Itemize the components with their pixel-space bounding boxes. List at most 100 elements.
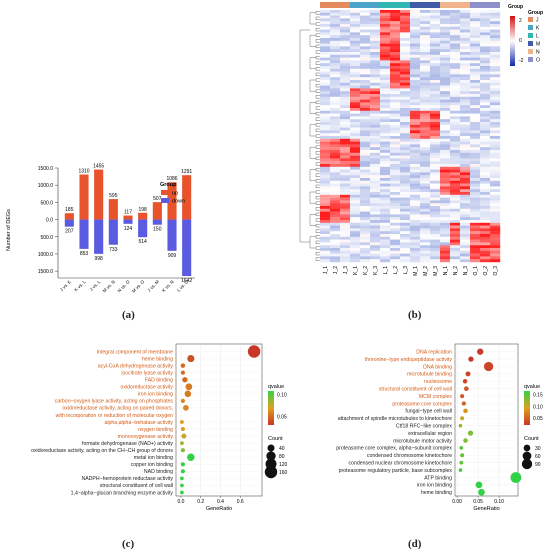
heatmap-cell	[470, 21, 481, 25]
heatmap-cell	[490, 169, 501, 173]
heatmap-cell	[370, 211, 381, 215]
heatmap-cell	[350, 82, 361, 86]
heatmap-cell	[420, 155, 431, 159]
heatmap-cell	[330, 214, 341, 218]
heatmap-cell	[340, 46, 351, 50]
heatmap-cell	[470, 253, 481, 257]
heatmap-cell	[350, 197, 361, 201]
heatmap-cell	[350, 192, 361, 195]
heatmap-cell	[480, 217, 491, 221]
heatmap-cell	[430, 80, 441, 83]
heatmap-cell	[320, 18, 331, 22]
heatmap-cell	[360, 158, 371, 162]
heatmap-cell	[330, 166, 341, 170]
heatmap-cell	[400, 144, 411, 148]
heatmap-cell	[470, 217, 481, 221]
heatmap-cell	[320, 10, 331, 13]
heatmap-cell	[320, 141, 331, 145]
heatmap-cell	[470, 18, 481, 22]
heatmap-cell	[420, 29, 431, 33]
heatmap-cell	[330, 178, 341, 181]
heatmap-cell	[380, 60, 391, 64]
heatmap-cell	[450, 43, 461, 47]
heatmap-cell	[340, 99, 351, 103]
heatmap-cell	[470, 124, 481, 128]
heatmap-cell	[320, 259, 331, 263]
heatmap-cell	[330, 206, 341, 209]
heatmap-cell	[440, 82, 451, 86]
heatmap-cell	[460, 211, 471, 215]
legend-swatch-up	[161, 190, 169, 195]
heatmap-cell	[400, 172, 411, 176]
heatmap-cell	[390, 99, 401, 103]
heatmap-cell	[380, 152, 391, 156]
heatmap-cell	[400, 141, 411, 145]
heatmap-cell	[390, 256, 401, 260]
heatmap-cell	[440, 150, 451, 153]
heatmap-cell	[480, 88, 491, 92]
bar-up	[94, 169, 104, 220]
heatmap-cell	[370, 110, 381, 114]
heatmap-cell	[490, 43, 501, 47]
go-term-dot	[468, 356, 474, 362]
heatmap-cell	[490, 38, 501, 41]
count-legend-dot	[523, 444, 531, 452]
column-label: M_3	[433, 266, 439, 276]
heatmap-cell	[360, 12, 371, 16]
heatmap-cell	[460, 192, 471, 195]
heatmap-cell	[410, 141, 421, 145]
heatmap-cell	[400, 208, 411, 212]
heatmap-cell	[370, 80, 381, 83]
heatmap-cell	[340, 155, 351, 159]
heatmap-cell	[360, 127, 371, 131]
heatmap-cell	[460, 248, 471, 251]
heatmap-cell	[410, 234, 421, 237]
heatmap-cell	[380, 194, 391, 198]
heatmap-cell	[430, 74, 441, 78]
heatmap-cell	[380, 155, 391, 159]
go-term-dot	[475, 481, 483, 489]
heatmap-cell	[430, 236, 441, 240]
heatmap-cell	[340, 91, 351, 95]
heatmap-cell	[330, 35, 341, 39]
heatmap-cell	[380, 225, 391, 229]
heatmap-cell	[410, 217, 421, 221]
heatmap-cell	[490, 220, 501, 223]
heatmap-cell	[400, 150, 411, 153]
heatmap-cell	[470, 197, 481, 201]
heatmap-cell	[320, 66, 331, 69]
heatmap-cell	[380, 183, 391, 187]
heatmap-cell	[340, 119, 351, 123]
heatmap-cell	[440, 43, 451, 47]
heatmap-cell	[430, 49, 441, 53]
go-term-label: MCM complex	[419, 394, 453, 400]
heatmap-cell	[380, 186, 391, 190]
heatmap-cell	[430, 178, 441, 181]
heatmap-cell	[340, 200, 351, 204]
heatmap-cell	[410, 122, 421, 125]
heatmap-cell	[350, 26, 361, 30]
heatmap-cell	[420, 82, 431, 86]
heatmap-cell	[450, 74, 461, 78]
heatmap-cell	[420, 57, 431, 61]
bar-label-down: 853	[80, 251, 89, 257]
heatmap-cell	[430, 66, 441, 69]
heatmap-cell	[380, 217, 391, 221]
heatmap-cell	[450, 24, 461, 27]
heatmap-cell	[390, 200, 401, 204]
bar-down	[138, 219, 148, 238]
heatmap-cell	[460, 96, 471, 100]
heatmap-cell	[350, 203, 361, 207]
heatmap-cell	[450, 35, 461, 39]
bar-label-down: 909	[168, 253, 177, 259]
heatmap-cell	[440, 105, 451, 109]
heatmap-cell	[470, 194, 481, 198]
heatmap-cell	[390, 197, 401, 201]
heatmap-cell	[390, 231, 401, 235]
heatmap-cell	[370, 158, 381, 162]
heatmap-cell	[350, 186, 361, 190]
heatmap-cell	[490, 82, 501, 86]
heatmap-cell	[420, 158, 431, 162]
heatmap-cell	[480, 57, 491, 61]
heatmap-cell	[340, 68, 351, 72]
